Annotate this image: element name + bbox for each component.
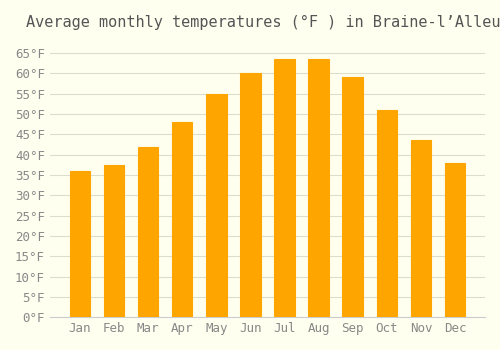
Bar xyxy=(206,94,227,317)
Bar xyxy=(376,110,397,317)
Title: Average monthly temperatures (°F ) in Braine-l’Alleud: Average monthly temperatures (°F ) in Br… xyxy=(26,15,500,30)
Bar xyxy=(410,140,431,317)
Bar xyxy=(240,74,260,317)
Bar xyxy=(172,122,193,317)
Bar xyxy=(445,163,465,317)
Bar xyxy=(342,77,363,317)
Bar xyxy=(70,171,90,317)
Bar xyxy=(104,165,124,317)
Bar xyxy=(138,147,158,317)
Bar xyxy=(308,59,329,317)
Bar xyxy=(274,59,294,317)
